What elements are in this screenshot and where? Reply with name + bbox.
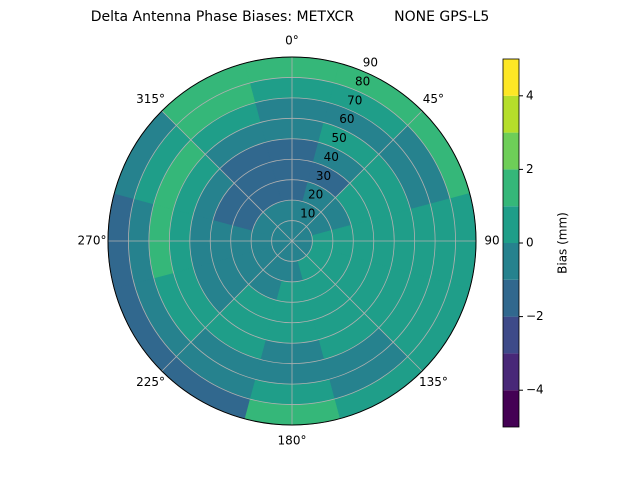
theta-tick-label: 315° <box>136 92 165 106</box>
colorbar-band <box>503 279 519 317</box>
colorbar-tick-label: 0 <box>526 236 534 250</box>
theta-tick-label: 0° <box>285 34 299 48</box>
theta-tick-label: 180° <box>278 434 307 448</box>
colorbar-band <box>503 243 519 280</box>
theta-tick-label: 135° <box>419 375 448 389</box>
colorbar-band <box>503 206 519 243</box>
colorbar-tick-label: 2 <box>526 162 534 176</box>
r-tick-label: 10 <box>300 207 315 221</box>
r-tick-label: 60 <box>339 112 354 126</box>
colorbar-band <box>503 59 519 96</box>
chart-title: Delta Antenna Phase Biases: METXCR NONE … <box>91 9 490 25</box>
colorbar-band <box>503 390 519 427</box>
theta-tick-label: 225° <box>136 375 165 389</box>
grid-spoke <box>161 240 293 372</box>
polar-frame <box>107 56 477 426</box>
grid-spoke <box>161 110 293 242</box>
grid-spoke <box>291 240 423 372</box>
colorbar-band <box>503 316 519 354</box>
r-tick-label: 80 <box>355 74 370 88</box>
colorbar-band <box>503 132 519 170</box>
theta-tick-label: 270° <box>78 234 107 248</box>
colorbar-label: Bias (mm) <box>556 212 570 274</box>
theta-tick-label: 45° <box>423 92 444 106</box>
colorbar-band <box>503 95 519 133</box>
grid-spoke <box>291 110 423 242</box>
r-tick-label: 50 <box>331 131 346 145</box>
colorbar-band <box>503 353 519 391</box>
r-tick-label: 20 <box>308 188 323 202</box>
r-tick-label: 70 <box>347 93 362 107</box>
theta-tick-label: 90 <box>484 234 499 248</box>
colorbar-band <box>503 169 519 207</box>
r-tick-label: 40 <box>324 150 339 164</box>
colorbar-tick-label: 4 <box>526 88 534 102</box>
r-tick-label: 30 <box>316 169 331 183</box>
r-tick-label: 90 <box>363 56 378 70</box>
colorbar-tick-label: −4 <box>526 383 544 397</box>
colorbar-tick-label: −2 <box>526 309 544 323</box>
